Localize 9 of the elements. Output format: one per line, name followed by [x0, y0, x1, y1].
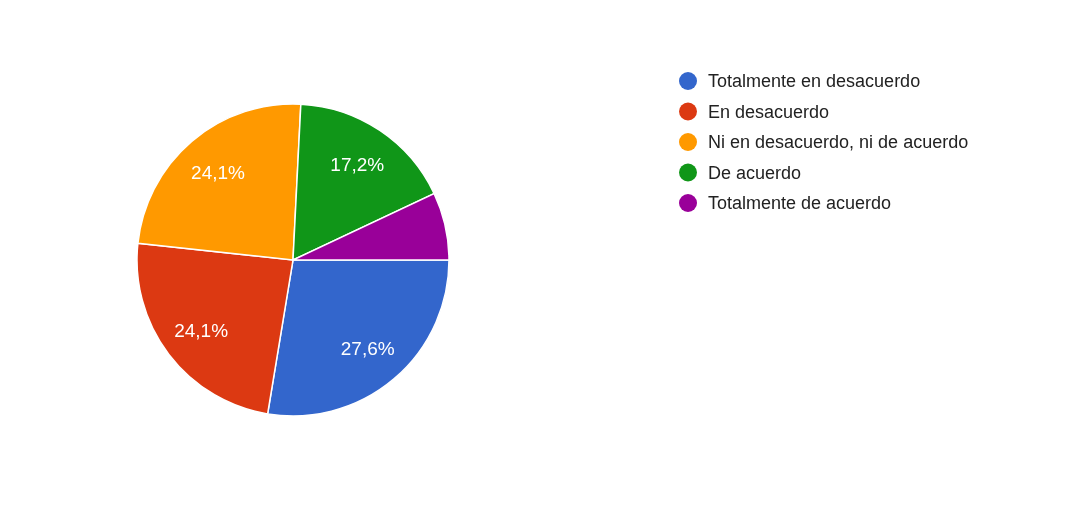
legend-label: En desacuerdo	[708, 101, 830, 122]
legend-label: De acuerdo	[708, 162, 802, 183]
data-label: 24,1%	[174, 319, 229, 341]
legend-label: Totalmente de acuerdo	[708, 193, 892, 214]
data-label: 27,6%	[340, 337, 395, 359]
legend-label: Totalmente en desacuerdo	[708, 71, 921, 92]
data-label: 24,1%	[191, 161, 246, 183]
legend-label: Ni en desacuerdo, ni de acuerdo	[708, 132, 969, 153]
data-label: 17,2%	[330, 153, 385, 175]
